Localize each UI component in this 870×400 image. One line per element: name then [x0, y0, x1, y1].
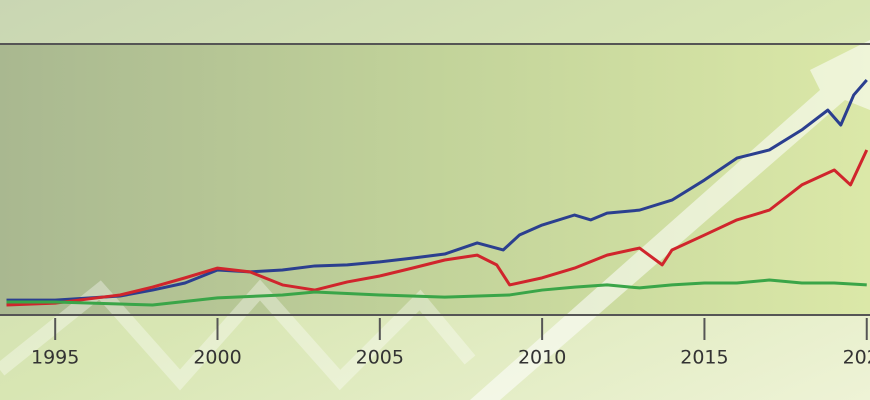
series-line	[6, 149, 869, 307]
x-tick-label: 2020	[843, 347, 870, 369]
x-tick-label: 1995	[31, 347, 79, 369]
series-line	[6, 278, 867, 307]
x-tick-label: 2000	[193, 347, 241, 369]
x-tick-label: 2010	[518, 347, 566, 369]
x-tick-label: 2015	[680, 347, 728, 369]
decor-arrow	[470, 40, 870, 400]
series-line	[6, 79, 868, 302]
x-tick-label: 2005	[356, 347, 404, 369]
decor-zigzag	[0, 279, 476, 391]
lines	[6, 79, 869, 307]
